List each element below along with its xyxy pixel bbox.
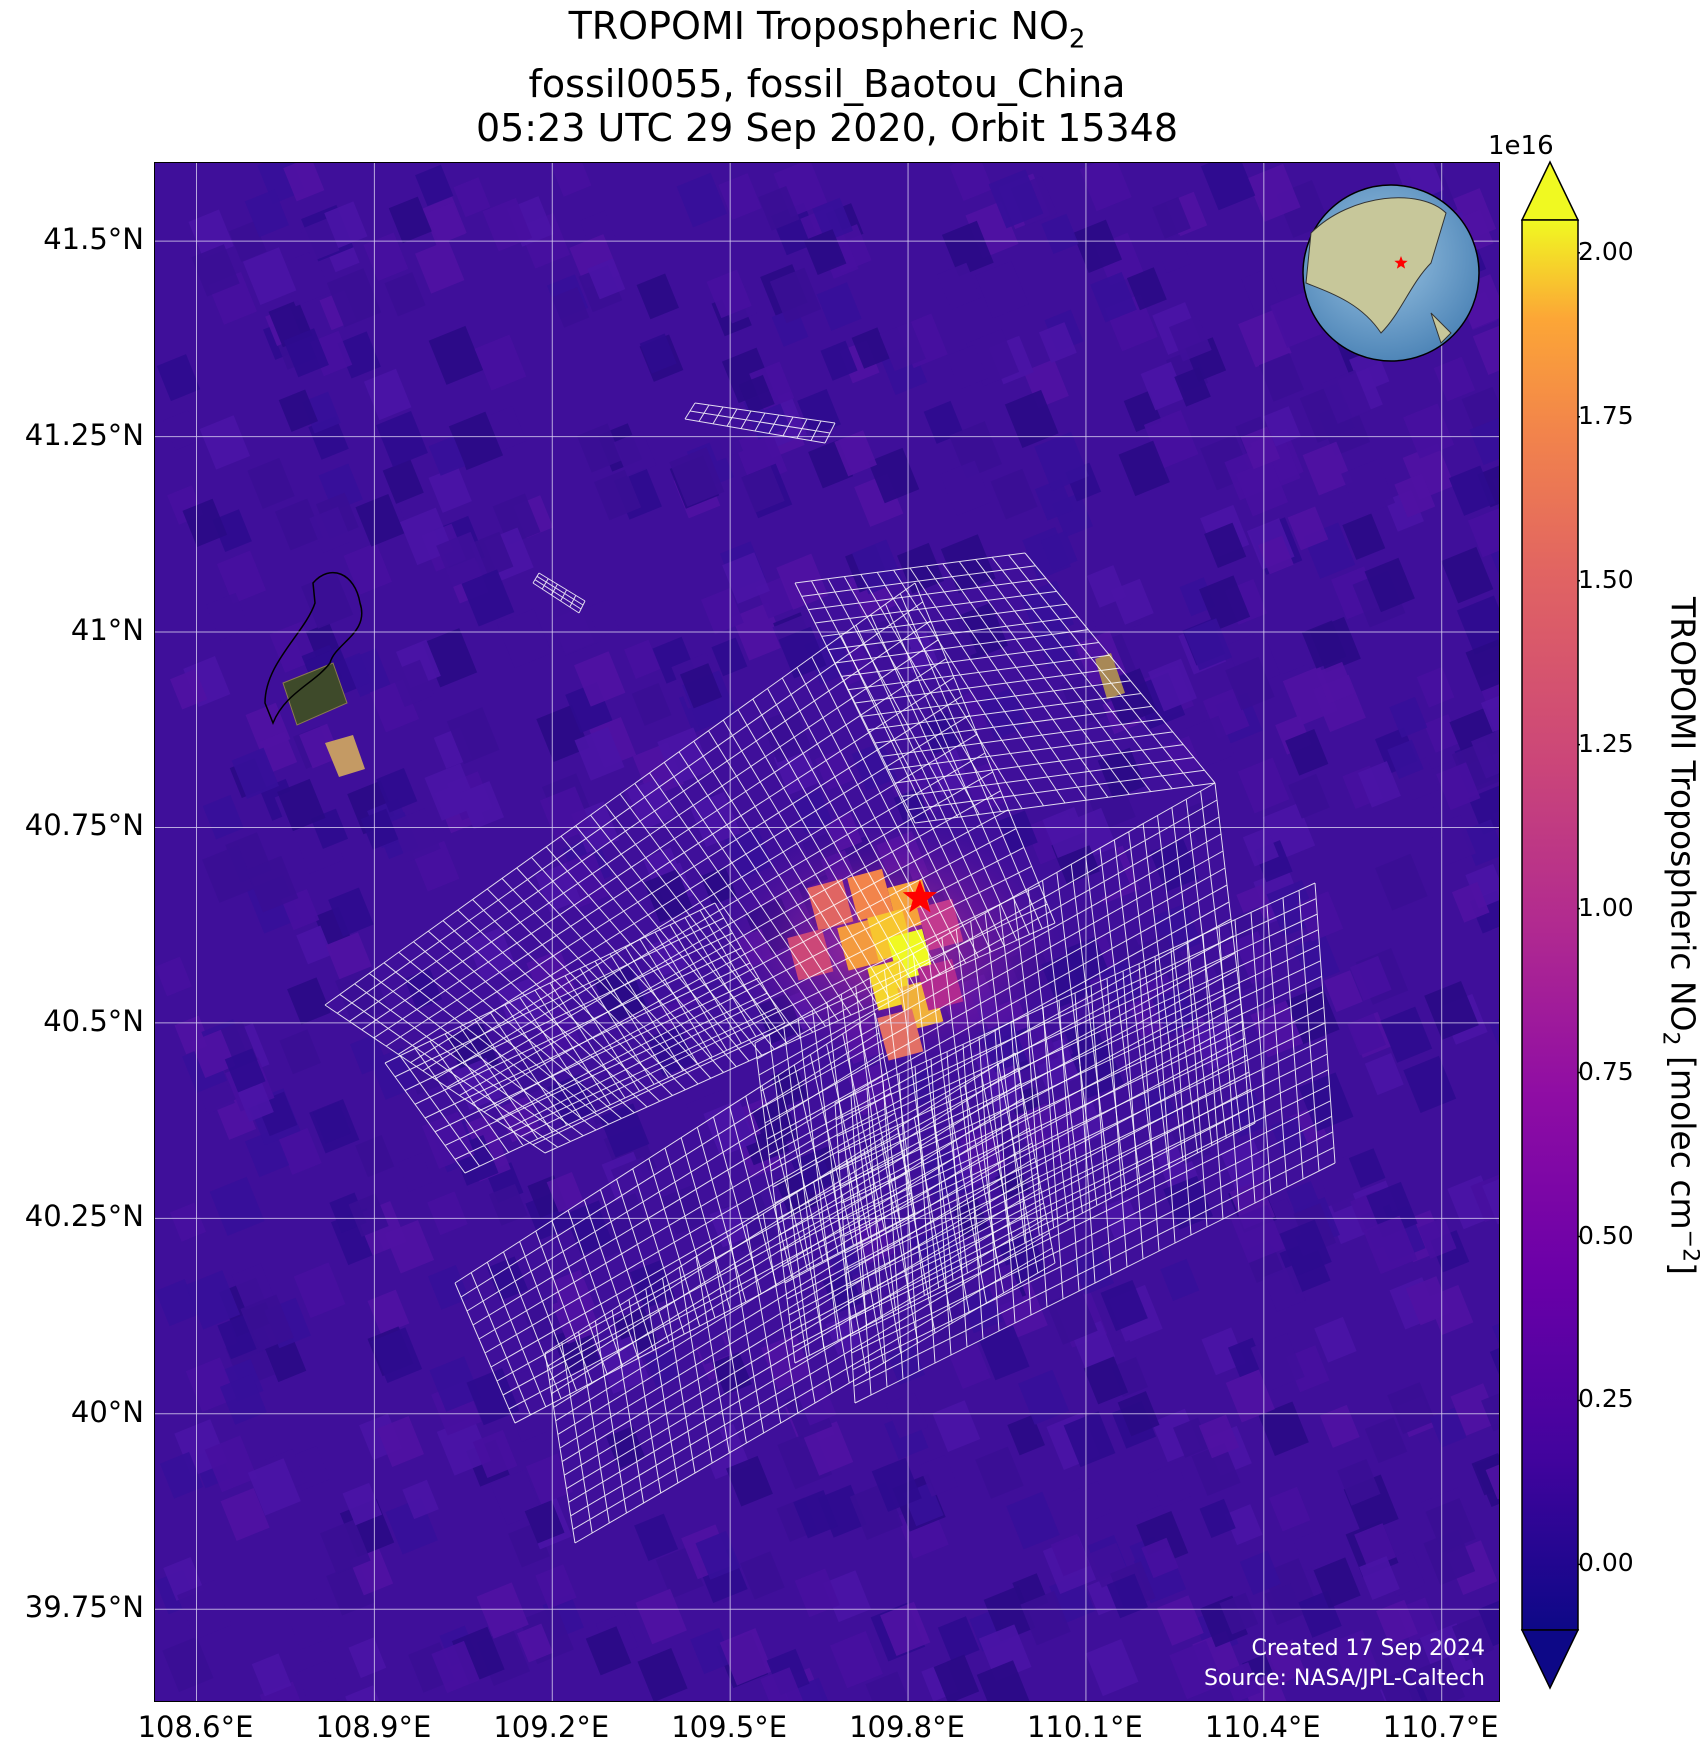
lon-tick-label: 108.6°E: [137, 1710, 254, 1744]
lon-tick-label: 108.9°E: [315, 1710, 432, 1744]
lat-tick-label: 41.25°N: [24, 417, 144, 452]
colorbar-tick-label: 1.75: [1578, 400, 1634, 430]
map-gridlines: [155, 163, 1499, 1701]
lat-tick-label: 41°N: [70, 613, 144, 648]
source-credit: Source: NASA/JPL-Caltech: [1203, 1666, 1485, 1691]
lat-tick-label: 40.75°N: [24, 808, 144, 843]
title-line-2: fossil0055, fossil_Baotou_China: [528, 61, 1126, 106]
map-panel[interactable]: Created 17 Sep 2024 Source: NASA/JPL-Cal…: [154, 162, 1500, 1702]
colorbar-tick-label: 0.50: [1578, 1220, 1634, 1250]
colorbar-tick-label: 1.50: [1578, 564, 1634, 594]
colorbar-label: TROPOMI Tropospheric NO2 [molec cm−2]: [1657, 597, 1700, 1275]
lat-tick-label: 40.5°N: [43, 1003, 144, 1038]
inset-globe: [1302, 184, 1480, 362]
lon-tick-label: 110.1°E: [1026, 1710, 1143, 1744]
colorbar-exponent: 1e16: [1488, 131, 1554, 161]
lon-tick-label: 109.2°E: [493, 1710, 610, 1744]
colorbar-tick-label: 2.00: [1578, 236, 1634, 266]
lon-tick-label: 110.7°E: [1382, 1710, 1499, 1744]
title-line-3: 05:23 UTC 29 Sep 2020, Orbit 15348: [475, 105, 1179, 150]
colorbar: [1520, 160, 1580, 1690]
lat-tick-label: 40°N: [70, 1394, 144, 1429]
figure-title: TROPOMI Tropospheric NO2 fossil0055, fos…: [154, 4, 1500, 150]
map-canvas[interactable]: [155, 163, 1500, 1702]
lon-tick-label: 110.4°E: [1204, 1710, 1321, 1744]
imagery-patches: [264, 572, 1125, 777]
colorbar-tick-label: 0.00: [1578, 1548, 1634, 1578]
title-line-1: TROPOMI Tropospheric NO2: [568, 4, 1086, 55]
colorbar-tick-label: 1.00: [1578, 892, 1634, 922]
target-star-marker: [902, 879, 938, 913]
no2-plume: [720, 824, 1061, 1065]
lat-tick-label: 41.5°N: [43, 222, 144, 257]
lon-tick-label: 109.5°E: [671, 1710, 788, 1744]
colorbar-tick-label: 0.25: [1578, 1384, 1634, 1414]
colorbar-tick-label: 1.25: [1578, 728, 1634, 758]
lat-tick-label: 39.75°N: [24, 1590, 144, 1625]
colorbar-extend-min: [1520, 1629, 1580, 1690]
created-credit: Created 17 Sep 2024: [1251, 1636, 1486, 1661]
colorbar-gradient: [1521, 219, 1579, 1631]
lat-tick-label: 40.25°N: [24, 1199, 144, 1234]
lon-tick-label: 109.8°E: [849, 1710, 965, 1744]
colorbar-tick-label: 0.75: [1578, 1056, 1634, 1086]
target-area-grid: [324, 402, 1336, 1544]
colorbar-extend-max: [1520, 160, 1580, 221]
